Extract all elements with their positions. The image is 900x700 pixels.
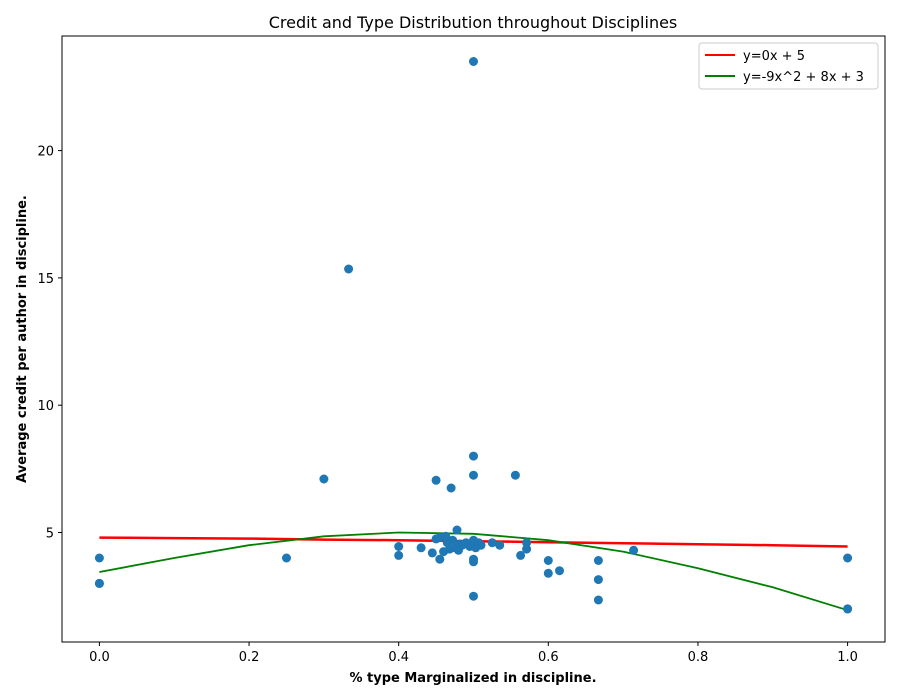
data-point (476, 540, 486, 550)
data-point (452, 525, 462, 535)
data-point (431, 475, 441, 485)
plot-area (61, 35, 886, 643)
x-axis-label: % type Marginalized in discipline. (349, 671, 596, 686)
legend-box (698, 42, 879, 90)
legend: y=0x + 5 y=-9x^2 + 8x + 3 (698, 42, 879, 90)
data-point (543, 568, 553, 578)
data-point (427, 548, 437, 558)
y-axis: 5 10 15 20 (37, 145, 62, 542)
y-tick-label: 10 (37, 399, 54, 414)
y-tick-label: 15 (37, 272, 54, 287)
data-point (344, 264, 354, 274)
x-tick-label: 0.0 (89, 650, 110, 665)
legend-label-linear: y=0x + 5 (743, 49, 805, 64)
data-point (555, 566, 564, 576)
data-point (843, 604, 853, 614)
data-point (282, 553, 291, 563)
data-point (469, 57, 478, 66)
y-tick-label: 5 (46, 527, 54, 542)
data-point (416, 543, 426, 553)
x-tick-label: 0.8 (688, 650, 709, 665)
data-point (522, 538, 532, 548)
data-point (593, 556, 603, 565)
x-tick-label: 1.0 (837, 650, 858, 665)
x-axis: 0.0 0.2 0.4 0.6 0.8 1.0 (89, 642, 858, 665)
data-point (94, 553, 104, 563)
data-point (448, 535, 458, 545)
data-point (487, 538, 497, 548)
data-point (593, 595, 603, 605)
fit-line-quadratic (99, 531, 848, 612)
data-point (394, 550, 404, 560)
data-point (629, 545, 639, 555)
legend-label-quadratic: y=-9x^2 + 8x + 3 (743, 70, 864, 85)
y-tick-label: 20 (37, 145, 54, 160)
data-point (516, 550, 526, 560)
data-point (495, 540, 505, 550)
data-point (469, 557, 478, 567)
data-point (469, 451, 478, 461)
data-point (394, 542, 404, 551)
data-point (843, 553, 853, 563)
y-axis-label: Average credit per author in discipline. (15, 195, 30, 483)
data-point (94, 578, 104, 588)
data-point (593, 575, 603, 585)
data-point (510, 470, 520, 480)
axes-frame (61, 35, 886, 643)
x-tick-label: 0.6 (538, 650, 559, 665)
data-point (469, 591, 478, 601)
x-tick-label: 0.2 (239, 650, 260, 665)
data-point (319, 474, 329, 484)
data-point (469, 470, 478, 480)
data-point (446, 483, 456, 493)
data-point (522, 544, 532, 554)
chart-title: Credit and Type Distribution throughout … (269, 13, 678, 32)
x-tick-label: 0.4 (388, 650, 409, 665)
data-points (94, 57, 853, 614)
data-point (435, 554, 445, 564)
data-point (543, 556, 553, 565)
